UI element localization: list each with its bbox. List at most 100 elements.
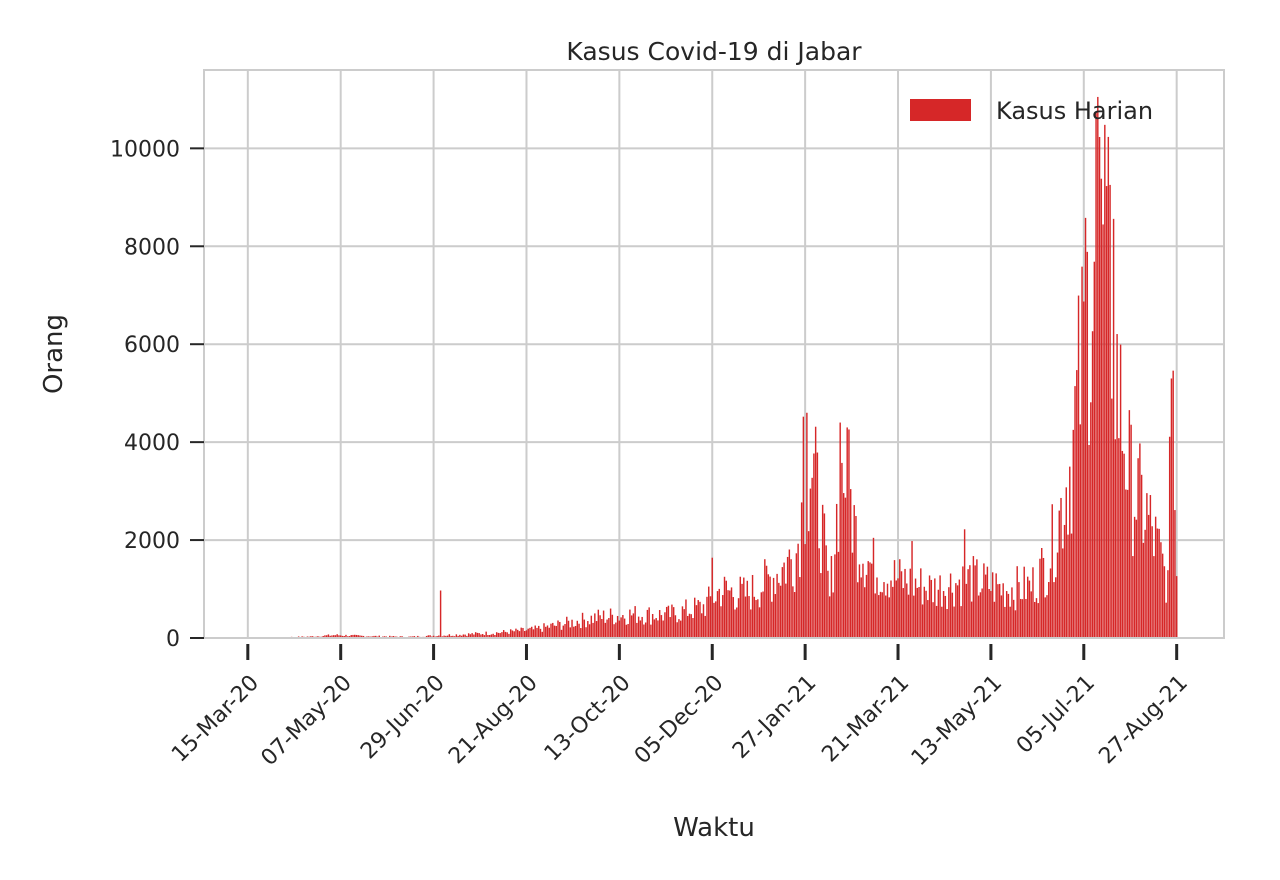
bar bbox=[856, 582, 859, 638]
bar bbox=[1149, 495, 1152, 638]
bar bbox=[1147, 514, 1150, 638]
bar bbox=[327, 634, 330, 638]
bar bbox=[778, 582, 780, 638]
bar bbox=[1151, 526, 1153, 638]
bar bbox=[821, 504, 824, 638]
bar bbox=[1083, 301, 1085, 638]
bar bbox=[469, 634, 472, 638]
bar bbox=[1058, 510, 1060, 638]
bar bbox=[1095, 111, 1097, 639]
bar bbox=[920, 568, 922, 638]
bar bbox=[497, 632, 500, 638]
bar bbox=[1065, 487, 1067, 638]
bar bbox=[574, 625, 577, 638]
bar bbox=[417, 635, 419, 638]
bar bbox=[853, 505, 855, 638]
bar bbox=[494, 635, 496, 638]
bar bbox=[753, 596, 756, 638]
bar bbox=[373, 635, 375, 638]
bar bbox=[1090, 402, 1092, 638]
bar bbox=[923, 586, 926, 638]
bar bbox=[343, 635, 345, 638]
bar bbox=[1086, 251, 1089, 638]
bar bbox=[760, 592, 763, 638]
bar bbox=[864, 587, 866, 638]
bar bbox=[715, 601, 717, 638]
bar bbox=[683, 609, 685, 638]
bar bbox=[1018, 582, 1020, 638]
bar bbox=[1079, 424, 1082, 638]
bar bbox=[960, 606, 962, 638]
bar bbox=[375, 635, 377, 638]
bar bbox=[944, 595, 947, 638]
bar bbox=[466, 635, 468, 638]
bar bbox=[1139, 443, 1141, 638]
bar bbox=[1025, 598, 1027, 638]
bar bbox=[341, 635, 344, 638]
bar bbox=[1070, 533, 1073, 638]
y-tick-label: 8000 bbox=[124, 235, 180, 260]
bar bbox=[827, 570, 829, 638]
bar bbox=[590, 615, 593, 638]
bar bbox=[350, 635, 352, 638]
bar bbox=[723, 576, 726, 638]
bar bbox=[1140, 474, 1143, 638]
bar bbox=[559, 621, 561, 638]
bar bbox=[560, 629, 563, 638]
bar bbox=[716, 591, 719, 638]
bar bbox=[872, 537, 875, 638]
bar bbox=[425, 635, 428, 638]
bar bbox=[779, 585, 782, 638]
bar bbox=[741, 583, 743, 638]
bar bbox=[941, 606, 943, 638]
bar bbox=[907, 594, 910, 638]
bar bbox=[478, 633, 480, 638]
bar bbox=[1049, 568, 1052, 638]
bar bbox=[937, 589, 940, 638]
bar bbox=[1042, 557, 1045, 638]
y-tick-label: 10000 bbox=[110, 137, 180, 162]
bar bbox=[1044, 597, 1046, 638]
bar bbox=[800, 502, 803, 638]
bar bbox=[488, 634, 491, 638]
bar bbox=[1093, 261, 1096, 638]
bar bbox=[832, 592, 834, 638]
bar bbox=[671, 604, 673, 638]
bar bbox=[699, 601, 701, 638]
bar bbox=[606, 619, 608, 638]
bar bbox=[1009, 606, 1011, 638]
bar bbox=[725, 580, 727, 638]
bar bbox=[963, 529, 966, 638]
bar bbox=[818, 548, 820, 638]
bar bbox=[690, 614, 692, 638]
bar bbox=[460, 635, 463, 638]
bar bbox=[1114, 439, 1117, 638]
bar bbox=[755, 600, 757, 638]
bar bbox=[506, 632, 508, 638]
bar bbox=[1014, 610, 1017, 638]
bar bbox=[464, 634, 466, 638]
bar bbox=[785, 583, 787, 638]
y-axis-label: Orang bbox=[39, 314, 69, 394]
bar bbox=[1056, 552, 1059, 638]
bar bbox=[702, 604, 705, 638]
bar bbox=[1041, 548, 1043, 638]
bar bbox=[1128, 410, 1131, 638]
bar bbox=[932, 602, 934, 638]
bar bbox=[474, 632, 477, 638]
bar bbox=[972, 556, 975, 638]
bar bbox=[324, 635, 326, 638]
bar bbox=[473, 634, 475, 638]
bar bbox=[730, 587, 733, 638]
bar bbox=[695, 605, 698, 638]
bar bbox=[942, 591, 945, 638]
bar bbox=[679, 620, 682, 638]
bar bbox=[876, 577, 878, 638]
bar bbox=[462, 634, 465, 638]
bar bbox=[676, 622, 678, 638]
bar bbox=[1030, 591, 1032, 638]
bar bbox=[1032, 567, 1034, 638]
bar bbox=[1174, 510, 1176, 638]
bar bbox=[1063, 524, 1066, 638]
bar bbox=[581, 612, 584, 638]
